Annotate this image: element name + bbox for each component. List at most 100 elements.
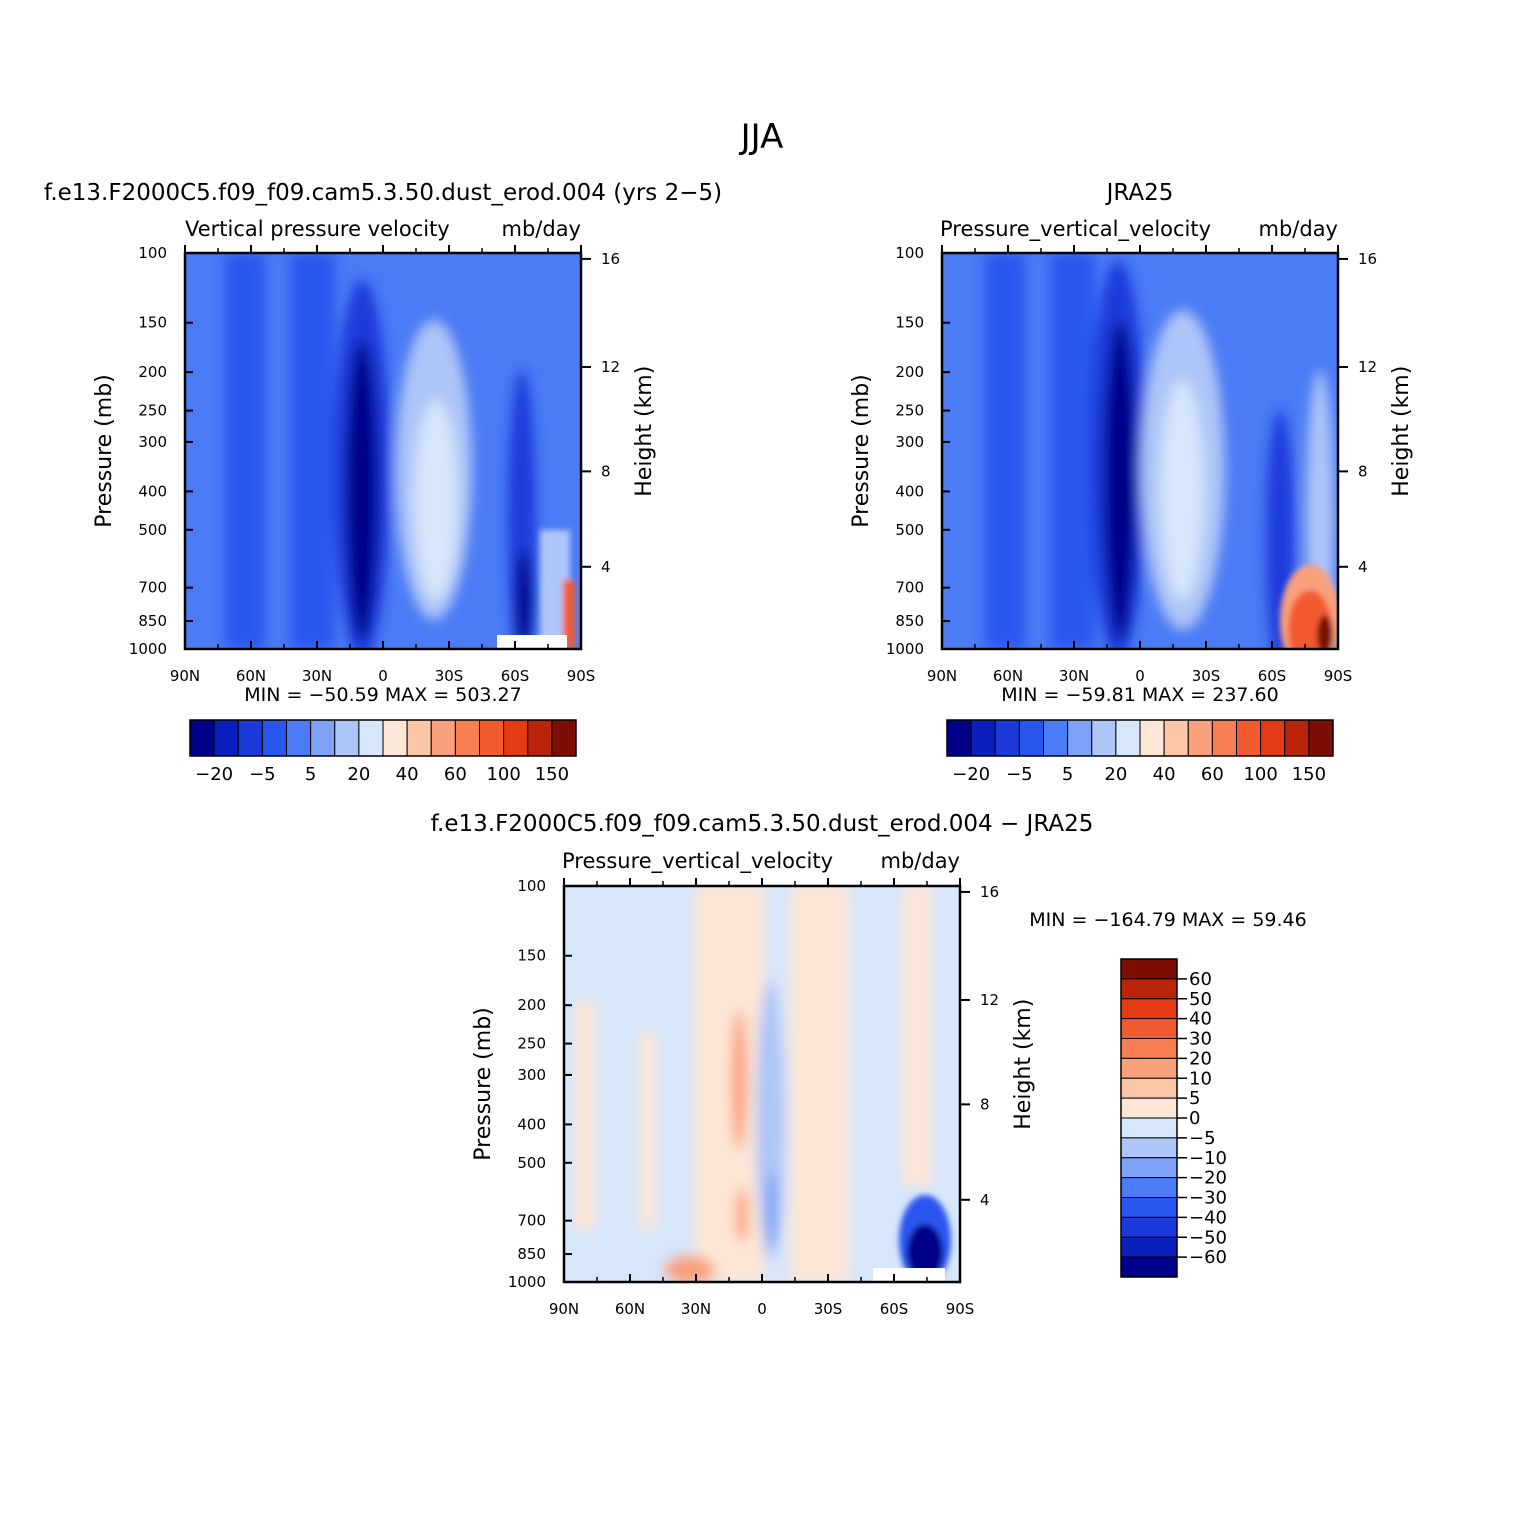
field-antarctic-negative xyxy=(907,1224,943,1280)
field-band-25n xyxy=(290,253,335,649)
colorbar-box xyxy=(1120,958,1178,980)
field-antarctic-warm xyxy=(563,580,575,649)
colorbar-box xyxy=(1091,719,1117,757)
colorbar-box xyxy=(1120,1057,1178,1079)
colorbar-box xyxy=(1260,719,1286,757)
colorbar-box xyxy=(994,719,1020,757)
field-itcz-inner xyxy=(346,340,378,640)
colorbar-box xyxy=(1120,1117,1178,1139)
colorbar-box xyxy=(358,719,384,757)
field-positive-south-mid xyxy=(790,886,850,1282)
height-tick-label: 12 xyxy=(1358,358,1377,376)
y-tick-label: 500 xyxy=(517,1154,546,1172)
colorbar-label: 20 xyxy=(1189,1048,1212,1069)
height-tick-label: 8 xyxy=(980,1095,990,1113)
height-tick-label: 16 xyxy=(980,883,999,901)
colorbar-box xyxy=(310,719,336,757)
colorbar-label: 100 xyxy=(1243,764,1277,785)
x-tick-label: 90S xyxy=(946,1300,975,1318)
x-tick-label: 90N xyxy=(927,667,957,685)
height-tick-label: 16 xyxy=(601,250,620,268)
colorbar-label: 5 xyxy=(1062,764,1073,785)
y-tick-label: 250 xyxy=(138,402,167,420)
panel-diff-case-title: f.e13.F2000C5.f09_f09.cam5.3.50.dust_ero… xyxy=(431,811,1094,837)
panel-obs-right-string: mb/day xyxy=(1259,217,1339,241)
colorbar-box xyxy=(1120,1216,1178,1238)
height-tick-label: 12 xyxy=(601,358,620,376)
y-tick-label: 150 xyxy=(895,314,924,332)
colorbar-box xyxy=(334,719,360,757)
field-band-north xyxy=(225,253,265,649)
colorbar-label: 150 xyxy=(1292,764,1326,785)
colorbar-box xyxy=(551,719,577,757)
x-tick-label: 30S xyxy=(1192,667,1221,685)
panel-model-axes: 90N 60N 30N 0 30S 60S 90S 100 150 200 250 300 400 500… xyxy=(92,244,657,685)
colorbar-box xyxy=(1284,719,1310,757)
colorbar-box xyxy=(454,719,480,757)
colorbar-label: 5 xyxy=(1189,1088,1200,1109)
height-tick-label: 16 xyxy=(1358,250,1377,268)
field-missing-block xyxy=(873,1268,945,1282)
colorbar-box xyxy=(261,719,287,757)
height-tick-label: 4 xyxy=(1358,558,1368,576)
height-tick-label: 8 xyxy=(1358,462,1368,480)
y-tick-label: 700 xyxy=(138,579,167,597)
colorbar-box xyxy=(382,719,408,757)
colorbar-label: 50 xyxy=(1189,989,1212,1010)
colorbar-label: −40 xyxy=(1189,1207,1227,1228)
field-antarctic-hot xyxy=(1317,615,1333,649)
x-tick-label: 60S xyxy=(501,667,530,685)
y-tick-label: 500 xyxy=(895,521,924,539)
y-tick-label: 500 xyxy=(138,521,167,539)
height-axis-label: Height (km) xyxy=(632,366,657,497)
colorbar-box xyxy=(1308,719,1334,757)
colorbar-label: 60 xyxy=(1189,969,1212,990)
height-tick-label: 4 xyxy=(601,558,611,576)
x-tick-label: 0 xyxy=(757,1300,767,1318)
field-band-north xyxy=(985,253,1025,649)
colorbar-label: −10 xyxy=(1189,1148,1227,1169)
x-tick-label: 60N xyxy=(236,667,266,685)
panel-diff-left-string: Pressure_vertical_velocity xyxy=(562,849,833,874)
x-tick-label: 90S xyxy=(1324,667,1353,685)
colorbar-box xyxy=(1120,1137,1178,1159)
panel-diff: f.e13.F2000C5.f09_f09.cam5.3.50.dust_ero… xyxy=(431,811,1307,1318)
y-axis-label: Pressure (mb) xyxy=(471,1007,496,1161)
panel-obs: JRA25 Pressure_vertical_velocity mb/day xyxy=(849,180,1414,785)
y-tick-label: 400 xyxy=(895,482,924,500)
y-tick-label: 300 xyxy=(138,433,167,451)
figure-title: JJA xyxy=(739,117,784,157)
colorbar-box xyxy=(1211,719,1237,757)
height-tick-label: 12 xyxy=(980,991,999,1009)
colorbar-box xyxy=(1187,719,1213,757)
x-tick-label: 30S xyxy=(435,667,464,685)
field-positive-core-low xyxy=(736,1187,748,1243)
colorbar-label: 40 xyxy=(396,764,419,785)
y-tick-label: 400 xyxy=(138,482,167,500)
colorbar-label: −50 xyxy=(1189,1227,1227,1248)
x-tick-label: 30S xyxy=(814,1300,843,1318)
panel-model: f.e13.F2000C5.f09_f09.cam5.3.50.dust_ero… xyxy=(44,180,722,785)
colorbar-label: 100 xyxy=(486,764,520,785)
colorbar-box xyxy=(237,719,263,757)
colorbar-box xyxy=(1120,1256,1178,1278)
colorbar-label: 10 xyxy=(1189,1068,1212,1089)
field-itcz-inner xyxy=(1104,320,1136,640)
field-band-25n xyxy=(1050,253,1095,649)
x-tick-label: 0 xyxy=(378,667,388,685)
colorbar-label: 20 xyxy=(1104,764,1127,785)
y-tick-label: 400 xyxy=(517,1115,546,1133)
field-positive-core xyxy=(731,1010,747,1150)
colorbar-label: −60 xyxy=(1189,1247,1227,1268)
colorbar-box xyxy=(946,719,972,757)
colorbar-box xyxy=(1018,719,1044,757)
field-positive-40n xyxy=(640,1030,656,1230)
panel-obs-min-max: MIN = −59.81 MAX = 237.60 xyxy=(1001,684,1278,706)
colorbar-label: −30 xyxy=(1189,1188,1227,1209)
height-axis-label: Height (km) xyxy=(1389,366,1414,497)
colorbar-label: 60 xyxy=(1201,764,1224,785)
y-tick-label: 1000 xyxy=(886,640,924,658)
y-tick-label: 1000 xyxy=(129,640,167,658)
